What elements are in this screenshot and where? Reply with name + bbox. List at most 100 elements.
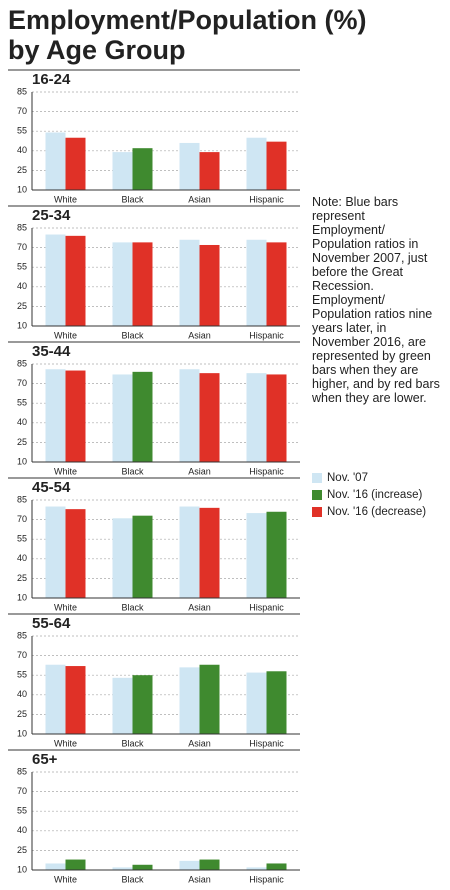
- x-tick-label: Asian: [188, 330, 211, 340]
- y-tick-label: 70: [17, 378, 27, 388]
- bar: [246, 867, 267, 870]
- y-tick-label: 25: [17, 165, 27, 175]
- title-line: Employment/Population (%): [8, 5, 367, 35]
- x-tick-label: Black: [121, 738, 144, 748]
- y-tick-label: 70: [17, 514, 27, 524]
- x-tick-label: White: [54, 602, 77, 612]
- bar: [65, 137, 86, 190]
- y-tick-label: 70: [17, 106, 27, 116]
- bar: [246, 672, 267, 734]
- x-tick-label: Hispanic: [249, 194, 284, 204]
- y-tick-label: 40: [17, 417, 27, 427]
- x-tick-label: Black: [121, 466, 144, 476]
- y-tick-label: 10: [17, 864, 27, 874]
- y-tick-label: 40: [17, 553, 27, 563]
- x-tick-label: Asian: [188, 194, 211, 204]
- x-tick-label: White: [54, 194, 77, 204]
- legend-swatch: [312, 507, 322, 517]
- legend-label: Nov. '16 (increase): [327, 489, 422, 501]
- panel-title: 65+: [32, 751, 58, 768]
- bar: [179, 667, 200, 734]
- bar: [199, 373, 220, 462]
- bar: [65, 235, 86, 326]
- y-tick-label: 40: [17, 281, 27, 291]
- x-tick-label: Hispanic: [249, 874, 284, 884]
- panel-title: 45-54: [32, 479, 71, 496]
- y-tick-label: 40: [17, 825, 27, 835]
- bar: [132, 864, 153, 870]
- bar: [112, 518, 133, 598]
- panel-title: 35-44: [32, 343, 71, 360]
- y-tick-label: 10: [17, 592, 27, 602]
- bar: [45, 664, 66, 734]
- x-tick-label: Asian: [188, 466, 211, 476]
- x-tick-label: Hispanic: [249, 602, 284, 612]
- y-tick-label: 70: [17, 786, 27, 796]
- bar: [112, 242, 133, 326]
- bar: [45, 369, 66, 462]
- y-tick-label: 85: [17, 86, 27, 96]
- bar: [266, 671, 287, 734]
- note: Note: Blue bars represent Employment/ Po…: [312, 195, 440, 405]
- bar: [199, 664, 220, 734]
- bar: [246, 239, 267, 326]
- y-tick-label: 55: [17, 670, 27, 680]
- y-tick-label: 85: [17, 358, 27, 368]
- bar: [266, 141, 287, 190]
- bar: [112, 677, 133, 734]
- y-tick-label: 25: [17, 437, 27, 447]
- x-tick-label: Hispanic: [249, 330, 284, 340]
- y-tick-label: 10: [17, 320, 27, 330]
- bar: [132, 242, 153, 326]
- y-tick-label: 40: [17, 145, 27, 155]
- bar: [132, 515, 153, 598]
- y-tick-label: 55: [17, 534, 27, 544]
- y-tick-label: 70: [17, 242, 27, 252]
- y-tick-label: 25: [17, 301, 27, 311]
- x-tick-label: Black: [121, 602, 144, 612]
- x-tick-label: Black: [121, 874, 144, 884]
- bar: [65, 509, 86, 598]
- bar: [266, 511, 287, 598]
- y-tick-label: 10: [17, 456, 27, 466]
- bar: [132, 148, 153, 190]
- bar: [246, 137, 267, 190]
- y-tick-label: 25: [17, 845, 27, 855]
- panel-title: 16-24: [32, 71, 71, 88]
- bar: [179, 506, 200, 598]
- x-tick-label: White: [54, 738, 77, 748]
- legend-swatch: [312, 473, 322, 483]
- bar: [246, 373, 267, 462]
- bar: [199, 152, 220, 190]
- panel-title: 25-34: [32, 207, 71, 224]
- bar: [65, 859, 86, 870]
- y-tick-label: 25: [17, 573, 27, 583]
- legend-label: Nov. '16 (decrease): [327, 506, 426, 518]
- y-tick-label: 85: [17, 494, 27, 504]
- bar: [45, 234, 66, 326]
- x-tick-label: White: [54, 874, 77, 884]
- x-tick-label: Hispanic: [249, 738, 284, 748]
- x-tick-label: Asian: [188, 738, 211, 748]
- y-tick-label: 55: [17, 262, 27, 272]
- y-tick-label: 55: [17, 126, 27, 136]
- y-tick-label: 55: [17, 806, 27, 816]
- y-tick-label: 85: [17, 222, 27, 232]
- y-tick-label: 10: [17, 728, 27, 738]
- legend-swatch: [312, 490, 322, 500]
- x-tick-label: Asian: [188, 874, 211, 884]
- bar: [112, 374, 133, 462]
- bar: [179, 239, 200, 326]
- x-tick-label: White: [54, 466, 77, 476]
- y-tick-label: 10: [17, 184, 27, 194]
- bar: [132, 675, 153, 734]
- y-tick-label: 25: [17, 709, 27, 719]
- x-tick-label: White: [54, 330, 77, 340]
- y-tick-label: 70: [17, 650, 27, 660]
- bar: [179, 142, 200, 190]
- y-tick-label: 55: [17, 398, 27, 408]
- bar: [179, 369, 200, 462]
- bar: [246, 513, 267, 598]
